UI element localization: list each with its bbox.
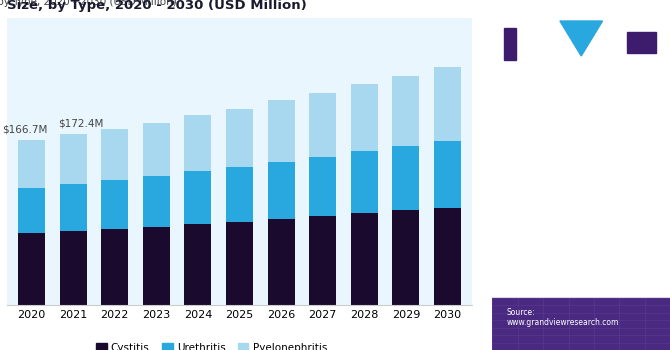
Bar: [492, 298, 670, 350]
Text: 3.8%: 3.8%: [539, 140, 624, 168]
Bar: [622, 21, 661, 63]
Bar: [501, 21, 541, 63]
Bar: [60, 184, 86, 231]
Text: U.S. Market CAGR,
2023 - 2030: U.S. Market CAGR, 2023 - 2030: [533, 203, 629, 227]
Bar: [101, 229, 129, 304]
Bar: [226, 109, 253, 167]
Bar: [184, 172, 212, 224]
Bar: [226, 222, 253, 304]
Bar: [350, 214, 378, 304]
Text: GRAND VIEW RESEARCH: GRAND VIEW RESEARCH: [529, 77, 633, 86]
Text: Size, by Type, 2020 - 2030 (USD Million): Size, by Type, 2020 - 2030 (USD Million): [0, 0, 177, 7]
Bar: [434, 208, 461, 304]
Text: $172.4M: $172.4M: [58, 119, 103, 129]
Bar: [393, 210, 419, 304]
Bar: [350, 151, 378, 214]
Bar: [143, 123, 170, 176]
Bar: [143, 227, 170, 304]
Bar: [267, 100, 295, 162]
Bar: [504, 28, 517, 60]
Bar: [60, 134, 86, 184]
Bar: [101, 180, 129, 229]
Polygon shape: [560, 21, 602, 56]
Bar: [184, 224, 212, 304]
Bar: [393, 76, 419, 146]
Bar: [18, 140, 45, 188]
Bar: [18, 233, 45, 304]
Bar: [60, 231, 86, 304]
Bar: [143, 176, 170, 227]
Legend: Cystitis, Urethritis, Pyelonephritis: Cystitis, Urethritis, Pyelonephritis: [92, 338, 331, 350]
Bar: [226, 167, 253, 222]
Bar: [18, 188, 45, 233]
Bar: [434, 67, 461, 141]
Text: Source:
www.grandviewresearch.com: Source: www.grandviewresearch.com: [507, 308, 619, 327]
Bar: [267, 219, 295, 304]
Text: U.S. Urinary Tract Infection Testing Market
Size, by Type, 2020 - 2030 (USD Mill: U.S. Urinary Tract Infection Testing Mar…: [7, 0, 326, 12]
Bar: [309, 216, 336, 304]
Bar: [267, 162, 295, 219]
Text: $166.7M: $166.7M: [2, 125, 47, 135]
Bar: [309, 157, 336, 216]
Bar: [184, 116, 212, 172]
Bar: [350, 84, 378, 151]
Bar: [434, 141, 461, 208]
Bar: [393, 146, 419, 210]
Bar: [101, 129, 129, 180]
Bar: [627, 32, 656, 52]
Bar: [309, 93, 336, 157]
